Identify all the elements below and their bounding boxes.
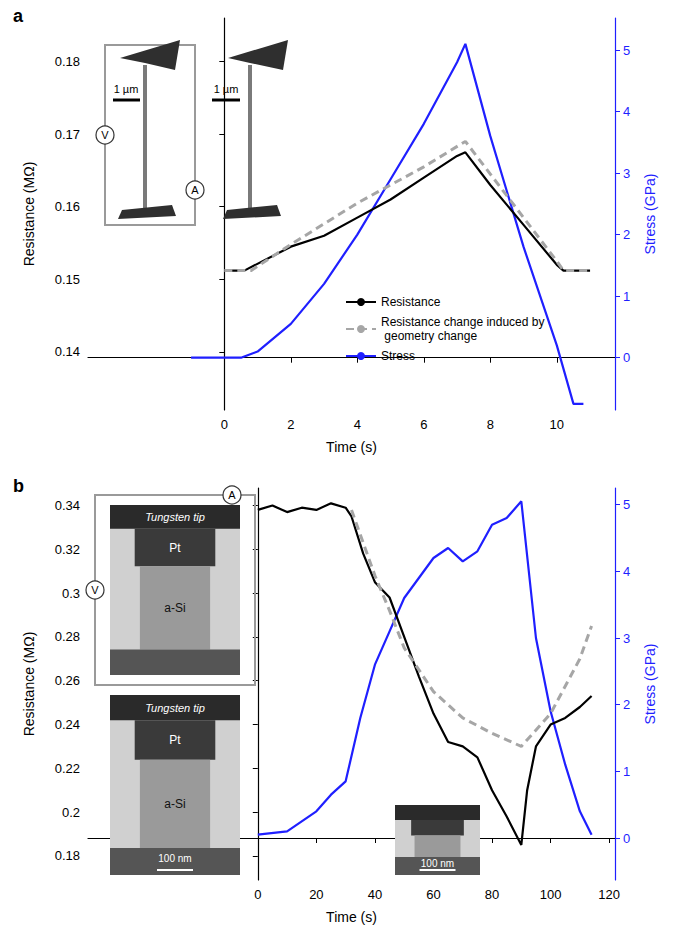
svg-text:0.34: 0.34 [55, 498, 80, 513]
svg-text:120: 120 [598, 887, 620, 902]
svg-text:geometry change: geometry change [381, 329, 477, 343]
svg-text:40: 40 [368, 887, 382, 902]
svg-text:a: a [13, 6, 24, 26]
svg-text:5: 5 [623, 43, 630, 58]
svg-text:Pt: Pt [169, 733, 181, 747]
svg-text:5: 5 [623, 497, 630, 512]
svg-text:A: A [228, 489, 236, 501]
svg-text:100 nm: 100 nm [421, 858, 454, 869]
svg-text:20: 20 [309, 887, 323, 902]
svg-text:10: 10 [550, 417, 564, 432]
svg-text:Resistance change induced by: Resistance change induced by [381, 315, 544, 329]
svg-text:4: 4 [354, 417, 361, 432]
svg-text:Resistance (MΩ): Resistance (MΩ) [21, 162, 37, 267]
svg-text:1: 1 [623, 289, 630, 304]
svg-text:2: 2 [623, 227, 630, 242]
svg-text:0.18: 0.18 [55, 848, 80, 863]
svg-text:100 nm: 100 nm [158, 853, 191, 864]
svg-text:4: 4 [623, 564, 630, 579]
svg-text:V: V [101, 129, 109, 141]
svg-text:0.16: 0.16 [55, 199, 80, 214]
svg-text:100: 100 [540, 887, 562, 902]
svg-text:80: 80 [485, 887, 499, 902]
svg-text:a-Si: a-Si [164, 601, 185, 615]
svg-text:a-Si: a-Si [164, 797, 185, 811]
svg-text:b: b [13, 476, 24, 496]
svg-text:0.17: 0.17 [55, 127, 80, 142]
svg-text:0: 0 [221, 417, 228, 432]
svg-text:0.14: 0.14 [55, 344, 80, 359]
svg-text:0.26: 0.26 [55, 673, 80, 688]
svg-text:Tungsten tip: Tungsten tip [145, 511, 205, 523]
svg-text:0.15: 0.15 [55, 272, 80, 287]
svg-text:4: 4 [623, 104, 630, 119]
svg-text:0: 0 [623, 350, 630, 365]
svg-text:A: A [191, 184, 199, 196]
svg-text:Stress (GPa): Stress (GPa) [642, 644, 658, 725]
svg-text:V: V [91, 584, 99, 596]
svg-text:Tungsten tip: Tungsten tip [145, 702, 205, 714]
svg-text:0.32: 0.32 [55, 542, 80, 557]
svg-text:Resistance: Resistance [381, 295, 441, 309]
svg-text:0.3: 0.3 [62, 586, 80, 601]
svg-text:1: 1 [623, 764, 630, 779]
svg-text:2: 2 [287, 417, 294, 432]
svg-text:60: 60 [426, 887, 440, 902]
svg-text:0.24: 0.24 [55, 717, 80, 732]
svg-text:0.18: 0.18 [55, 54, 80, 69]
svg-text:0.2: 0.2 [62, 805, 80, 820]
svg-text:0: 0 [623, 831, 630, 846]
svg-text:Time (s): Time (s) [326, 439, 377, 455]
svg-text:Stress: Stress [381, 349, 415, 363]
svg-text:2: 2 [623, 697, 630, 712]
svg-text:Resistance (MΩ): Resistance (MΩ) [21, 632, 37, 737]
svg-text:1 µm: 1 µm [214, 83, 239, 95]
svg-text:0.22: 0.22 [55, 761, 80, 776]
svg-text:0.28: 0.28 [55, 629, 80, 644]
svg-text:Pt: Pt [169, 541, 181, 555]
svg-text:3: 3 [623, 631, 630, 646]
svg-text:Stress (GPa): Stress (GPa) [642, 174, 658, 255]
svg-text:3: 3 [623, 166, 630, 181]
svg-text:6: 6 [420, 417, 427, 432]
svg-text:8: 8 [487, 417, 494, 432]
svg-text:1 µm: 1 µm [114, 83, 139, 95]
svg-text:0: 0 [254, 887, 261, 902]
svg-text:Time (s): Time (s) [326, 909, 377, 925]
